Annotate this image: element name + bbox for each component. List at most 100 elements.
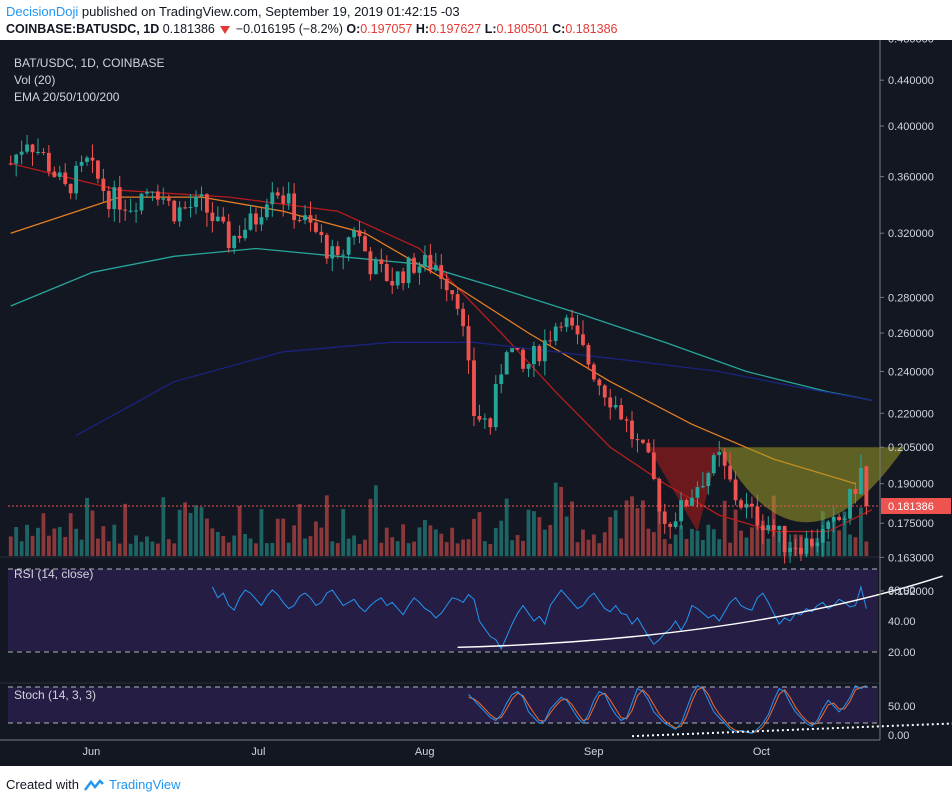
volume-bar <box>837 530 842 556</box>
low-value: 0.180501 <box>496 22 549 36</box>
candle-body <box>559 326 564 328</box>
volume-bar <box>123 503 128 556</box>
candle-body <box>139 193 144 211</box>
candle-body <box>799 547 803 554</box>
close-value: 0.181386 <box>565 22 618 36</box>
author-link[interactable]: DecisionDoji <box>6 4 79 19</box>
close-label: C: <box>552 22 566 36</box>
volume-bar <box>384 527 389 556</box>
candle-body <box>254 213 258 225</box>
volume-bar <box>25 524 29 556</box>
candle-body <box>788 547 792 552</box>
candle-body <box>19 151 24 155</box>
time-tick-label: Jun <box>82 746 100 758</box>
candle-body <box>112 187 117 210</box>
chart-background <box>0 40 952 766</box>
volume-bar <box>537 517 542 556</box>
tradingview-brand[interactable]: TradingView <box>108 777 181 792</box>
volume-bar <box>581 529 585 556</box>
candle-body <box>695 487 700 498</box>
candle-body <box>25 144 29 152</box>
candle-body <box>128 210 133 212</box>
volume-bar <box>101 526 106 556</box>
price-tick-label: 0.400000 <box>888 121 934 133</box>
candle-body <box>553 326 558 341</box>
candle-body <box>515 348 520 350</box>
rsi-tick-label: 20.00 <box>888 647 916 659</box>
candle-body <box>106 191 111 210</box>
volume-bar <box>226 542 231 556</box>
volume-bar <box>52 528 57 556</box>
candle-body <box>782 525 787 552</box>
candle-body <box>842 518 847 520</box>
legend-volume: Vol (20) <box>14 73 55 87</box>
volume-bar <box>357 543 362 556</box>
volume-bar <box>112 524 117 556</box>
candle-body <box>777 525 782 530</box>
candle-body <box>308 215 313 223</box>
candle-body <box>848 488 852 519</box>
candle-body <box>690 497 694 506</box>
candle-body <box>837 516 842 520</box>
price-tick-label: 0.280000 <box>888 292 934 304</box>
volume-bar <box>341 508 346 556</box>
candle-body <box>395 271 400 286</box>
candle-body <box>183 207 188 209</box>
publish-line: DecisionDoji published on TradingView.co… <box>6 4 460 19</box>
volume-bar <box>417 527 422 556</box>
candle-body <box>651 452 656 479</box>
candle-body <box>673 521 678 527</box>
candle-body <box>270 192 275 205</box>
candle-body <box>259 217 264 225</box>
volume-bar <box>439 533 444 556</box>
volume-bar <box>673 534 678 556</box>
candle-body <box>63 172 68 184</box>
volume-bar <box>297 504 302 556</box>
volume-bar <box>379 542 384 556</box>
candle-body <box>210 212 215 222</box>
candle-body <box>188 206 193 208</box>
chart-canvas[interactable]: 0.181386 0.480000 0.440000 0.400000 0.360000… <box>0 40 952 766</box>
candle-body <box>444 278 449 291</box>
symbol-label: COINBASE:BATUSDC, 1D <box>6 22 160 36</box>
candle-body <box>532 345 536 365</box>
volume-bar <box>608 517 613 556</box>
candle-body <box>750 503 754 507</box>
candle-body <box>575 325 580 335</box>
candle-body <box>52 171 57 177</box>
volume-bar <box>548 524 553 556</box>
volume-bar <box>722 500 727 556</box>
candle-body <box>668 523 673 527</box>
volume-bar <box>542 529 547 556</box>
price-tick-label: 0.320000 <box>888 228 934 240</box>
volume-bar <box>210 528 215 556</box>
candle-body <box>793 547 798 549</box>
candle-body <box>526 364 531 369</box>
volume-bar <box>308 536 313 556</box>
candle-body <box>314 222 318 232</box>
candle-body <box>728 465 733 480</box>
volume-bar <box>401 524 406 556</box>
candle-body <box>281 195 286 204</box>
volume-bar <box>155 543 160 556</box>
candle-body <box>232 235 237 249</box>
volume-bar <box>826 541 831 556</box>
volume-bar <box>526 509 531 556</box>
volume-bar <box>205 518 209 556</box>
candle-body <box>700 486 705 488</box>
candle-body <box>570 317 574 326</box>
volume-bar <box>259 509 264 556</box>
volume-bar <box>466 539 471 556</box>
price-tick-label: 0.175000 <box>888 518 934 530</box>
volume-bar <box>657 498 662 556</box>
volume-bar <box>368 498 373 556</box>
price-tick-label: 0.240000 <box>888 366 934 378</box>
stoch-d-line <box>468 685 867 734</box>
volume-bar <box>57 527 62 556</box>
volume-bar <box>177 509 182 556</box>
open-value: 0.197057 <box>360 22 413 36</box>
candle-body <box>488 418 493 428</box>
volume-bar <box>450 527 455 556</box>
volume-bars <box>8 482 869 556</box>
volume-bar <box>695 530 700 556</box>
